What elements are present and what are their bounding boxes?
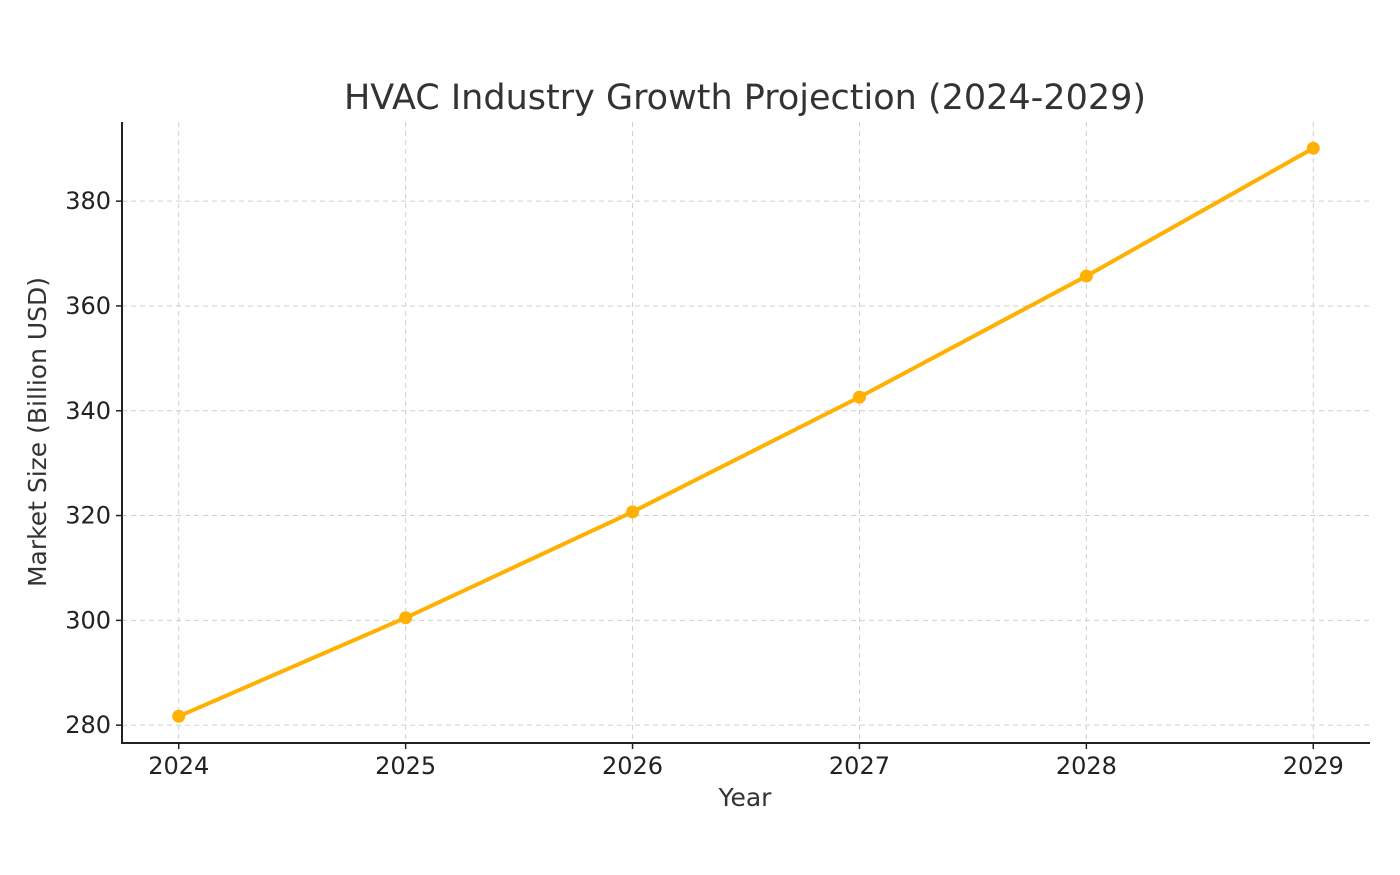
x-axis-label: Year xyxy=(718,783,773,812)
y-tick-label: 300 xyxy=(65,606,111,634)
data-point xyxy=(172,709,186,723)
y-tick-label: 380 xyxy=(65,187,111,215)
series xyxy=(172,141,1320,723)
x-tick-label: 2025 xyxy=(375,752,436,780)
data-point xyxy=(1079,269,1093,283)
axes xyxy=(121,122,1370,744)
y-tick-label: 320 xyxy=(65,502,111,530)
data-point xyxy=(852,390,866,404)
ticks: 2024 2025 2026 2027 2028 2029 280 300 320 340 360 3… xyxy=(65,187,1344,780)
x-tick-label: 2024 xyxy=(148,752,209,780)
y-axis-label: Market Size (Billion USD) xyxy=(23,277,52,587)
x-tick-label: 2027 xyxy=(829,752,890,780)
grid xyxy=(122,122,1370,743)
data-point xyxy=(1306,141,1320,155)
y-tick-label: 360 xyxy=(65,292,111,320)
series-line xyxy=(176,146,1316,719)
data-point xyxy=(626,505,640,519)
y-tick-label: 340 xyxy=(65,397,111,425)
chart-title: HVAC Industry Growth Projection (2024-20… xyxy=(344,78,1146,118)
x-tick-label: 2029 xyxy=(1283,752,1344,780)
data-point xyxy=(399,611,413,625)
x-tick-label: 2028 xyxy=(1056,752,1117,780)
x-tick-label: 2026 xyxy=(602,752,663,780)
y-tick-label: 280 xyxy=(65,711,111,739)
